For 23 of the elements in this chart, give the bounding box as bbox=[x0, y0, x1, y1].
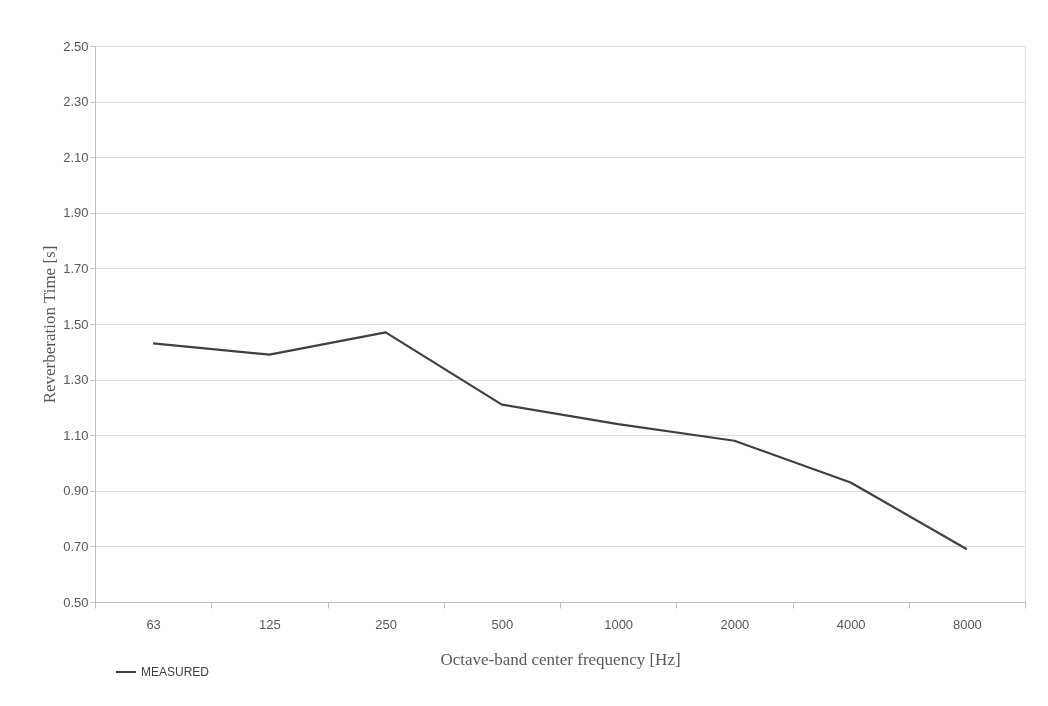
y-tick-label: 2.30 bbox=[63, 94, 89, 110]
y-tick-label: 0.90 bbox=[63, 483, 89, 499]
y-tick-label: 1.10 bbox=[63, 427, 89, 443]
x-tick-label: 63 bbox=[146, 616, 161, 632]
x-axis-title: Octave-band center frequency [Hz] bbox=[440, 649, 681, 669]
x-tick-label: 125 bbox=[259, 616, 281, 632]
y-tick-label: 0.50 bbox=[63, 594, 89, 610]
y-tick-label: 0.70 bbox=[63, 538, 89, 554]
y-tick-label: 2.50 bbox=[63, 38, 89, 54]
y-tick-label: 1.30 bbox=[63, 372, 89, 388]
y-tick-label: 2.10 bbox=[63, 149, 89, 165]
x-tick-label: 4000 bbox=[836, 616, 866, 632]
line-series bbox=[152, 331, 968, 551]
x-tick-label: 2000 bbox=[720, 616, 750, 632]
y-tick-label: 1.50 bbox=[63, 316, 89, 332]
legend-label: MEASURED bbox=[141, 665, 210, 679]
x-tick-label: 250 bbox=[375, 616, 397, 632]
x-tick-label: 1000 bbox=[604, 616, 634, 632]
x-tick-label: 8000 bbox=[952, 616, 982, 632]
x-tick-label: 500 bbox=[491, 616, 514, 632]
y-tick-label: 1.70 bbox=[63, 260, 89, 276]
y-axis-title: Reverberation Time [s] bbox=[40, 245, 60, 404]
y-tick-label: 1.90 bbox=[63, 205, 89, 221]
